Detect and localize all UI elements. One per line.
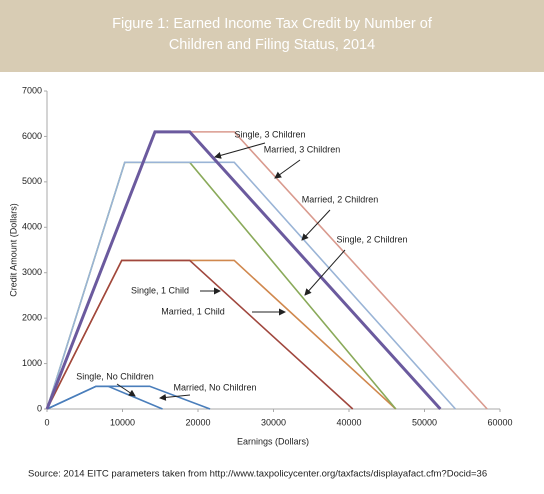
series-line bbox=[46, 131, 488, 410]
annotation-arrow bbox=[301, 209, 331, 241]
x-tick-label: 0 bbox=[44, 417, 49, 427]
series-annotation: Single, 3 Children bbox=[234, 129, 305, 139]
y-axis-label: Credit Amount (Dollars) bbox=[8, 203, 18, 297]
series-annotation: Single, 1 Child bbox=[131, 285, 189, 295]
annotation-arrow bbox=[116, 383, 136, 397]
annotation-arrow bbox=[214, 142, 266, 159]
y-tick-label: 5000 bbox=[22, 176, 42, 186]
x-tick-label: 50000 bbox=[412, 417, 437, 427]
chart-title: Figure 1: Earned Income Tax Credit by Nu… bbox=[112, 16, 432, 53]
y-tick-label: 3000 bbox=[22, 267, 42, 277]
y-tick-label: 1000 bbox=[22, 358, 42, 368]
x-tick-label: 60000 bbox=[487, 417, 512, 427]
y-tick-label: 6000 bbox=[22, 131, 42, 141]
series-line bbox=[45, 130, 442, 411]
y-tick-label: 7000 bbox=[22, 85, 42, 95]
x-tick-label: 20000 bbox=[185, 417, 210, 427]
series-annotation: Single, 2 Children bbox=[336, 234, 407, 244]
y-tick-label: 2000 bbox=[22, 313, 42, 323]
header-band: Figure 1: Earned Income Tax Credit by Nu… bbox=[0, 0, 544, 72]
series-annotation: Married, 2 Children bbox=[302, 194, 379, 204]
source-note: Source: 2014 EITC parameters taken from … bbox=[28, 469, 487, 480]
annotation-arrow bbox=[274, 159, 301, 179]
series-annotation: Married, 3 Children bbox=[264, 144, 341, 154]
series-annotation: Single, No Children bbox=[76, 371, 154, 381]
x-tick-label: 30000 bbox=[261, 417, 286, 427]
annotation-arrow bbox=[304, 249, 346, 296]
y-tick-label: 4000 bbox=[22, 222, 42, 232]
y-tick-label: 0 bbox=[37, 403, 42, 413]
series-annotation: Married, 1 Child bbox=[161, 306, 225, 316]
x-tick-label: 40000 bbox=[336, 417, 361, 427]
series-annotation: Married, No Children bbox=[173, 382, 256, 392]
x-axis-label: Earnings (Dollars) bbox=[237, 436, 309, 446]
x-tick-label: 10000 bbox=[110, 417, 135, 427]
series-line bbox=[46, 259, 354, 410]
annotation-arrow bbox=[159, 393, 191, 401]
series-line bbox=[46, 385, 163, 410]
series-line bbox=[46, 161, 457, 410]
